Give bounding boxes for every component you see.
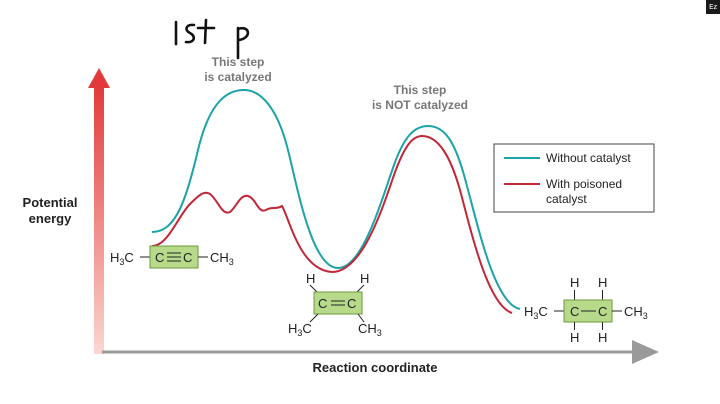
y-axis-label-line1: Potential xyxy=(23,195,78,210)
corner-badge[interactable]: Ez xyxy=(706,0,720,14)
molecule-alkene: H H C C H3C CH3 xyxy=(288,271,382,338)
legend-box xyxy=(493,143,655,213)
svg-text:C: C xyxy=(570,304,579,319)
y-axis-arrow xyxy=(88,68,110,354)
curve-with-poisoned-catalyst xyxy=(151,134,513,314)
legend-label-without-catalyst: Without catalyst xyxy=(546,151,631,165)
annotation-catalyzed-line2: is catalyzed xyxy=(204,70,271,84)
curve-without-catalyst xyxy=(151,88,521,310)
legend: Without catalyst With poisoned catalyst xyxy=(493,143,655,213)
y-axis-label-line2: energy xyxy=(29,211,72,226)
svg-text:H: H xyxy=(598,330,607,345)
svg-text:CH3: CH3 xyxy=(624,304,648,321)
annotation-catalyzed-line1: This step xyxy=(212,55,265,69)
svg-text:H3C: H3C xyxy=(110,250,134,267)
legend-label-poisoned-line2: catalyst xyxy=(546,192,587,206)
svg-text:H3C: H3C xyxy=(524,304,548,321)
svg-text:C: C xyxy=(155,250,164,265)
molecule-alkyne: H3C C C CH3 xyxy=(110,245,234,269)
svg-text:H: H xyxy=(360,271,369,286)
svg-text:H: H xyxy=(306,271,315,286)
molecule-alkane: H H H3C C C CH3 H H xyxy=(524,275,648,345)
svg-text:C: C xyxy=(598,304,607,319)
svg-text:C: C xyxy=(183,250,192,265)
annotation-not-catalyzed-line1: This step xyxy=(394,83,447,97)
svg-text:C: C xyxy=(318,296,327,311)
svg-text:CH3: CH3 xyxy=(358,321,382,338)
svg-text:H3C: H3C xyxy=(288,321,312,338)
legend-label-poisoned-line1: With poisoned xyxy=(546,177,622,191)
svg-text:C: C xyxy=(347,296,356,311)
annotation-not-catalyzed-line2: is NOT catalyzed xyxy=(372,98,468,112)
svg-text:H: H xyxy=(570,330,579,345)
svg-text:H: H xyxy=(598,275,607,290)
x-axis-label: Reaction coordinate xyxy=(313,360,438,375)
svg-text:H: H xyxy=(570,275,579,290)
handwritten-note xyxy=(174,18,250,60)
svg-text:CH3: CH3 xyxy=(210,250,234,267)
